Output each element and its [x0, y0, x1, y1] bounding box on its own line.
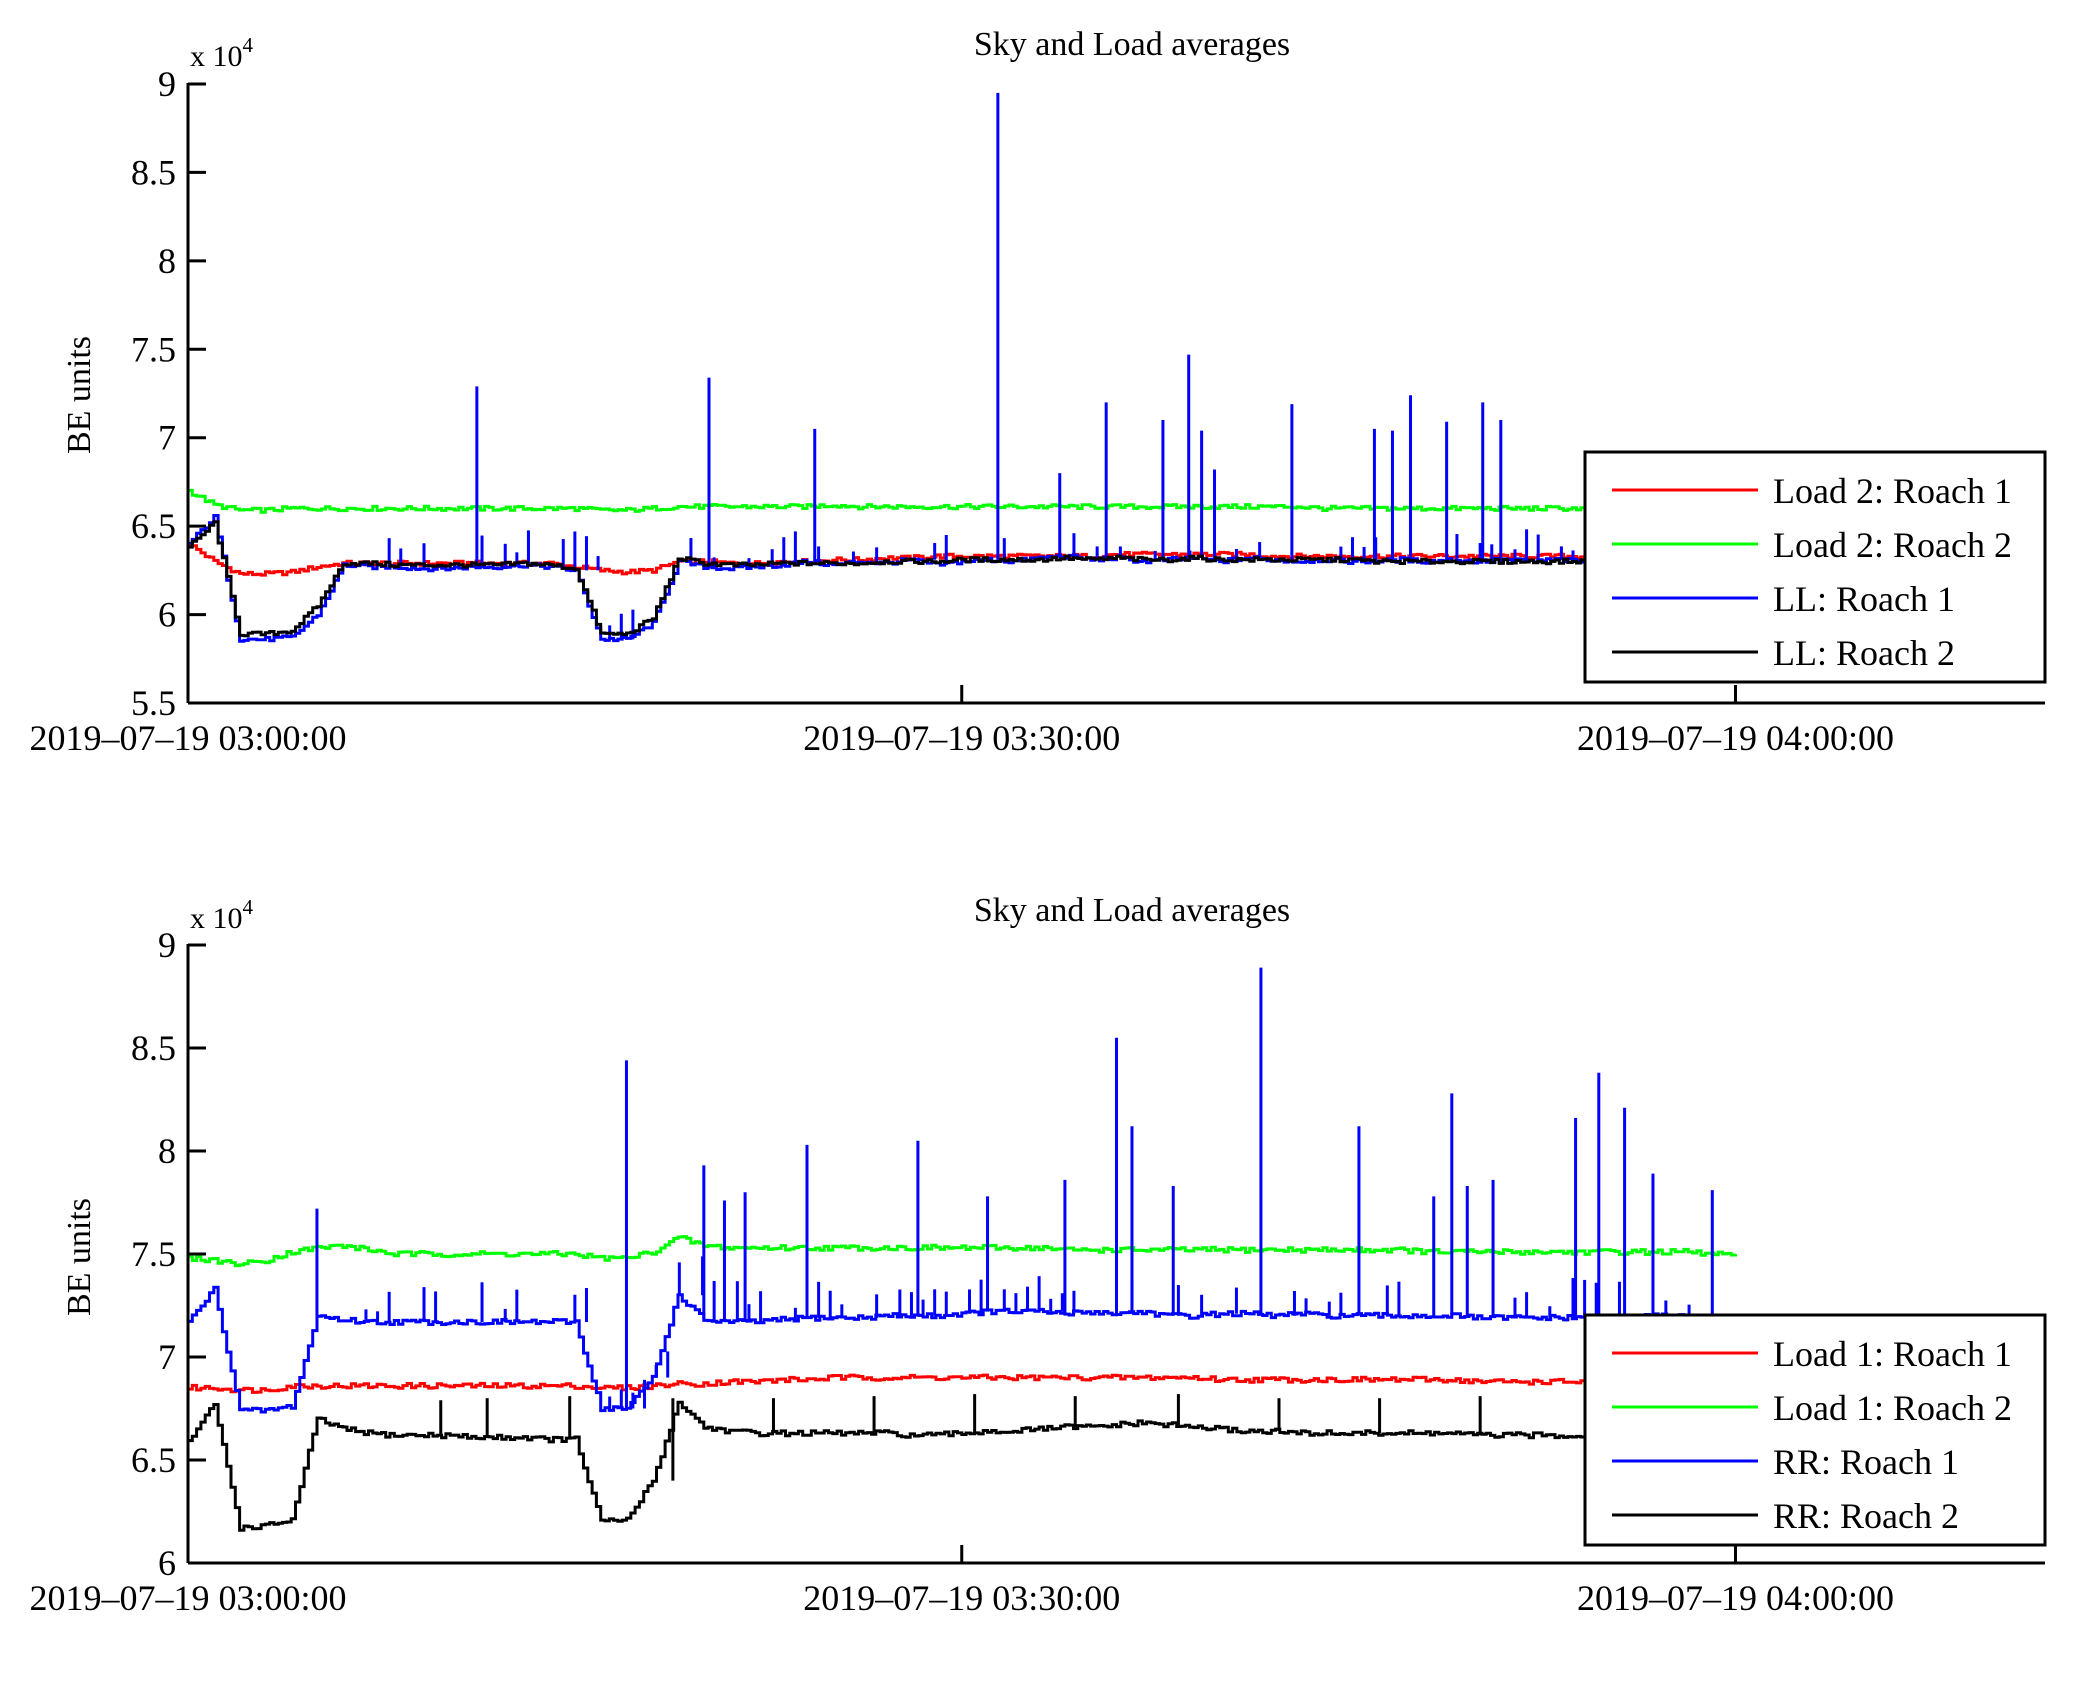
bottom-chart-series-load-1-roach-2	[188, 1235, 1737, 1268]
top-chart-y-tick-label: 8.5	[131, 152, 176, 192]
top-chart-y-multiplier: x 104	[190, 33, 254, 73]
bottom-chart-legend-label: RR: Roach 1	[1773, 1442, 1959, 1482]
top-chart-series-ll-roach-1	[188, 514, 1737, 643]
bottom-chart-y-multiplier-base: x 10	[190, 902, 243, 935]
bottom-chart-series-rr-roach-2	[188, 1400, 1737, 1532]
top-chart-y-multiplier-base: x 10	[190, 40, 243, 73]
top-chart-y-tick-label: 6	[158, 595, 176, 635]
top-chart-legend-label: Load 2: Roach 1	[1773, 471, 2012, 511]
bottom-chart-series-rr-roach-1	[188, 1285, 1737, 1414]
bottom-chart-legend-label: Load 1: Roach 2	[1773, 1388, 2012, 1428]
bottom-chart-series-load-1-roach-1	[188, 1373, 1737, 1394]
bottom-chart-x-tick-label: 2019–07–19 03:30:00	[803, 1578, 1120, 1618]
bottom-chart-y-tick-label: 6.5	[131, 1440, 176, 1480]
top-chart-title: Sky and Load averages	[974, 26, 1290, 63]
bottom-chart-x-tick-label: 2019–07–19 04:00:00	[1577, 1578, 1894, 1618]
bottom-chart-y-tick-label: 8	[158, 1131, 176, 1171]
bottom-chart-y-tick-label: 7.5	[131, 1234, 176, 1274]
top-chart-legend: Load 2: Roach 1 Load 2: Roach 2 LL: Roach …	[1583, 450, 2047, 684]
top-chart-y-tick-label: 8	[158, 241, 176, 281]
bottom-chart-y-tick-label: 9	[158, 925, 176, 965]
bottom-chart-y-tick-label: 7	[158, 1337, 176, 1377]
bottom-chart-panel: Sky and Load averages 6 6.5 7 7.5 8 8.5 9 2019–…	[29, 892, 2047, 1618]
top-chart-y-tick-label: 6.5	[131, 506, 176, 546]
top-chart-y-tick-label: 7.5	[131, 329, 176, 369]
bottom-chart-y-tick-label: 8.5	[131, 1028, 176, 1068]
top-chart-y-tick-label: 5.5	[131, 683, 176, 723]
bottom-chart-legend-label: Load 1: Roach 1	[1773, 1334, 2012, 1374]
bottom-chart-legend-label: RR: Roach 2	[1773, 1496, 1959, 1536]
top-chart-x-tick-label: 2019–07–19 04:00:00	[1577, 718, 1894, 758]
top-chart-y-tick-label: 9	[158, 64, 176, 104]
top-chart-y-multiplier-exp: 4	[243, 33, 254, 57]
top-chart-x-tick-label: 2019–07–19 03:00:00	[29, 718, 346, 758]
top-chart-legend-label: LL: Roach 2	[1773, 633, 1955, 673]
top-chart-x-tick-label: 2019–07–19 03:30:00	[803, 718, 1120, 758]
bottom-chart-y-multiplier: x 104	[190, 895, 254, 935]
top-chart-plot-area: 5.5 6 6.5 7 7.5 8 8.5 9 2019–07–19 03:00:00 2019–…	[29, 64, 2047, 758]
bottom-chart-x-tick-label: 2019–07–19 03:00:00	[29, 1578, 346, 1618]
bottom-chart-y-multiplier-exp: 4	[243, 895, 254, 919]
top-chart-series-load-2-roach-2	[188, 488, 1737, 514]
bottom-chart-title: Sky and Load averages	[974, 892, 1290, 929]
bottom-chart-legend: Load 1: Roach 1 Load 1: Roach 2 RR: Roach …	[1583, 1313, 2047, 1547]
top-chart-legend-label: LL: Roach 1	[1773, 579, 1955, 619]
top-chart-panel: Sky and Load averages 5.5 6 6.5 7 7.5 8 8.5 9 20…	[29, 26, 2047, 758]
top-chart-legend-label: Load 2: Roach 2	[1773, 525, 2012, 565]
top-chart-series-ll-roach-2	[188, 520, 1737, 638]
top-chart-ylabel: BE units	[61, 336, 98, 454]
top-chart-y-tick-label: 7	[158, 418, 176, 458]
bottom-chart-ylabel: BE units	[61, 1198, 98, 1316]
bottom-chart-plot-area: 6 6.5 7 7.5 8 8.5 9 2019–07–19 03:00:00 2019–07–…	[29, 925, 2047, 1618]
bottom-chart-y-tick-label: 6	[158, 1543, 176, 1583]
